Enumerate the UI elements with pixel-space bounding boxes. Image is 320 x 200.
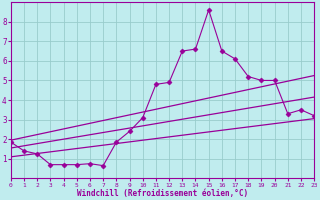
X-axis label: Windchill (Refroidissement éolien,°C): Windchill (Refroidissement éolien,°C) [77,189,248,198]
